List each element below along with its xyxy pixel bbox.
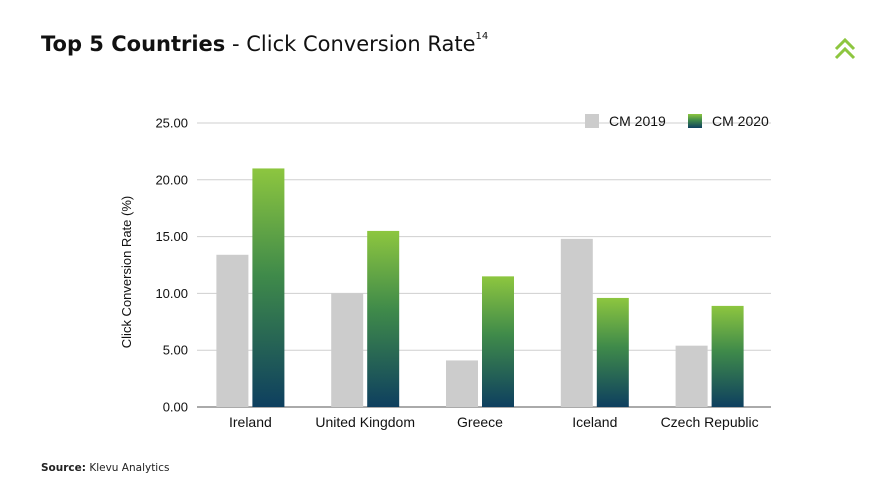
y-tick-label: 0.00 bbox=[163, 400, 188, 415]
category-label: Ireland bbox=[229, 414, 272, 430]
title-footnote: 14 bbox=[475, 31, 489, 42]
legend-label: CM 2020 bbox=[712, 113, 769, 129]
category-labels: Ireland United Kingdom Greece Iceland Czech … bbox=[229, 414, 759, 430]
legend-label: CM 2019 bbox=[609, 113, 666, 129]
legend: CM 2019 CM 2020 bbox=[585, 113, 769, 129]
bar-cm-2020 bbox=[367, 230, 400, 407]
bar-cm-2020 bbox=[482, 276, 514, 407]
category-label: Greece bbox=[457, 414, 503, 430]
bar-cm-2020 bbox=[596, 297, 629, 407]
title-rest: - Click Conversion Rate bbox=[225, 32, 476, 56]
bar-cm-2019 bbox=[560, 238, 593, 407]
bar-cm-2019 bbox=[331, 293, 364, 407]
bar-cm-2020 bbox=[252, 168, 285, 407]
page-title: Top 5 Countries - Click Conversion Rate1… bbox=[41, 31, 489, 56]
category-label: Iceland bbox=[572, 414, 617, 430]
y-tick-label: 10.00 bbox=[155, 286, 188, 301]
source-value: Klevu Analytics bbox=[85, 462, 170, 474]
y-tick-label: 25.00 bbox=[155, 116, 188, 131]
legend-swatch bbox=[688, 114, 702, 128]
source-note: Source: Klevu Analytics bbox=[41, 462, 169, 474]
category-label: United Kingdom bbox=[315, 414, 415, 430]
y-tick-label: 15.00 bbox=[155, 229, 188, 244]
legend-swatch bbox=[585, 114, 599, 128]
bars bbox=[216, 168, 744, 407]
title-bold: Top 5 Countries bbox=[41, 32, 226, 56]
bar-cm-2019 bbox=[675, 345, 708, 407]
double-chevron-up-icon bbox=[834, 37, 856, 60]
source-label: Source: bbox=[41, 462, 86, 474]
category-label: Czech Republic bbox=[661, 414, 759, 430]
bar-cm-2020 bbox=[711, 305, 744, 407]
bar-cm-2019 bbox=[216, 254, 249, 407]
y-tick-label: 20.00 bbox=[155, 172, 188, 187]
bar-cm-2019 bbox=[446, 360, 478, 407]
y-tick-label: 5.00 bbox=[163, 343, 188, 358]
y-tick-labels: 0.00 5.00 10.00 15.00 20.00 25.00 bbox=[155, 116, 188, 415]
y-axis-label: Click Conversion Rate (%) bbox=[119, 196, 134, 348]
